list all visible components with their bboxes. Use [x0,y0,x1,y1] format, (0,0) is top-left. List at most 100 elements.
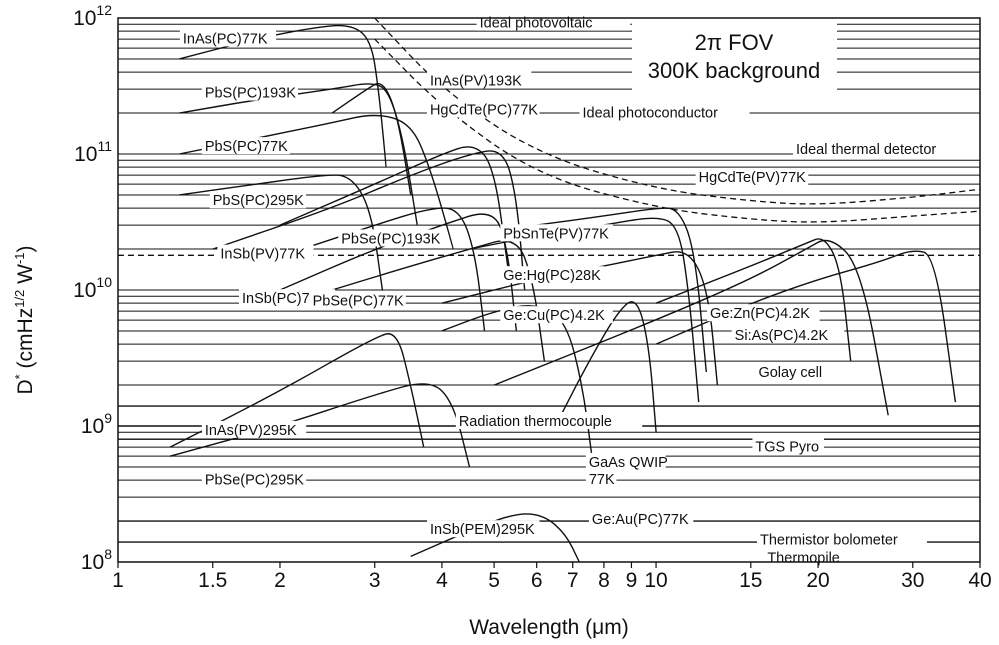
svg-text:Si:As(PC)4.2K: Si:As(PC)4.2K [735,328,829,344]
curve-gaas-qwip-77k [554,301,657,433]
x-tick-label: 5 [488,569,500,592]
svg-text:InSb(PC)77K: InSb(PC)77K [242,291,328,307]
label-ge-cu-pc-4-2k: Ge:Cu(PC)4.2K [500,306,613,324]
svg-text:Thermistor bolometer: Thermistor bolometer [760,532,898,548]
curve-hgcdte-pc-77k [279,146,509,267]
svg-text:PbS(PC)193K: PbS(PC)193K [205,86,296,102]
svg-text:PbSnTe(PV)77K: PbSnTe(PV)77K [503,226,609,242]
x-tick-label: 8 [598,569,610,592]
svg-text:GaAs QWIP: GaAs QWIP [589,455,668,471]
curve-pbse-pc-193k [301,207,486,332]
label-pbs-pc-193k: PbS(PC)193K [201,83,299,102]
curve-pbs-pc-193k [179,83,418,226]
svg-text:Golay cell: Golay cell [758,365,822,381]
y-tick-label: 1012 [73,2,112,30]
curve-inas-pv-295k [169,333,425,448]
svg-text:PbS(PC)77K: PbS(PC)77K [205,139,288,155]
svg-text:InSb(PEM)295K: InSb(PEM)295K [430,522,535,538]
fov-line2: 300K background [648,58,820,83]
x-tick-label: 40 [968,569,991,592]
svg-text:77K: 77K [589,472,615,488]
svg-text:InAs(PV)193K: InAs(PV)193K [430,73,522,89]
x-tick-label: 15 [739,569,762,592]
label-radiation-thermocouple: Radiation thermocouple [455,412,643,430]
svg-text:Ideal photoconductor: Ideal photoconductor [583,106,719,122]
label-hgcdte-pc-77k: HgCdTe(PC)77K [426,100,540,119]
curve-inas-pc-77k [179,24,387,168]
svg-text:HgCdTe(PC)77K: HgCdTe(PC)77K [430,103,538,119]
label-ge-au-pc-77k: Ge:Au(PC)77K [588,510,694,528]
curve-ge-hg-pc-28k [441,251,719,386]
label-pbse-pc-77k: PbSe(PC)77K [309,291,406,309]
label-insb-pem-295k: InSb(PEM)295K [426,520,540,538]
label-insb-pv-77k: InSb(PV)77K [217,244,314,263]
curve-inas-pv-193k [331,82,412,196]
svg-text:Ge:Au(PC)77K: Ge:Au(PC)77K [592,512,689,528]
label-ge-hg-pc-28k: Ge:Hg(PC)28K [500,266,605,284]
svg-text:Thermopile: Thermopile [767,551,840,567]
y-axis-ticks: 108 109 1010 1011 1012 [73,2,112,574]
x-tick-label: 9 [626,569,638,592]
y-axis-label: D* (cmHz1/2 W-1) [12,245,37,394]
label-golay-cell: Golay cell [755,362,844,381]
svg-text:Ge:Zn(PC)4.2K: Ge:Zn(PC)4.2K [710,306,810,322]
plot-border [117,17,981,563]
curve-ge-cu-pc-4-2k [493,239,889,416]
label-pbs-pc-77k: PbS(PC)77K [201,137,290,155]
label-ge-zn-pc-4-2k: Ge:Zn(PC)4.2K [707,304,820,322]
svg-text:HgCdTe(PV)77K: HgCdTe(PV)77K [699,170,807,186]
label-thermistor-bolometer: Thermistor bolometer [756,530,927,548]
svg-text:InAs(PV)295K: InAs(PV)295K [205,423,297,439]
x-tick-label: 30 [901,569,924,592]
series-labels: InAs(PC)77K PbS(PC)193K InAs(PV)193K PbS(PC… [179,13,980,567]
x-tick-label: 1.5 [198,569,227,592]
curve-pbs-pc-77k [179,114,455,250]
label-hgcdte-pv-77k: HgCdTe(PV)77K [695,168,809,186]
plot-frame [117,17,981,563]
curve-ge-au-pc-77k [441,305,593,457]
x-tick-label: 6 [531,569,543,592]
label-thermopile: Thermopile [764,548,853,567]
x-axis-label: Wavelength (μm) [469,616,629,639]
x-axis-ticks: 1 1.5 2 3 4 5 6 7 8 9 10 15 20 30 40 [112,562,992,592]
svg-text:Ideal photovoltaic: Ideal photovoltaic [480,16,593,32]
label-pbse-pc-193k: PbSe(PC)193K [338,229,443,247]
svg-text:PbSe(PC)193K: PbSe(PC)193K [341,231,440,247]
label-pbs-pc-295k: PbS(PC)295K [209,191,306,209]
fov-line1: 2π FOV [695,30,774,55]
y-tick-label: 1011 [74,138,112,166]
label-pbsnte-pv-77k: PbSnTe(PV)77K [500,224,613,242]
y-tick-label: 109 [81,410,112,438]
curve-insb-pv-77k [212,150,526,291]
label-ideal-thermal-detector: Ideal thermal detector [792,140,980,158]
svg-text:PbS(PC)295K: PbS(PC)295K [213,193,304,209]
label-inas-pc-77k: InAs(PC)77K [179,29,277,47]
svg-text:PbSe(PC)77K: PbSe(PC)77K [313,293,404,309]
label-inas-pv-193k: InAs(PV)193K [426,71,532,89]
svg-text:Ge:Hg(PC)28K: Ge:Hg(PC)28K [503,268,601,284]
svg-text:TGS Pyro: TGS Pyro [755,439,819,455]
curve-si-as-pc-4-2k [655,238,852,362]
label-inas-pv-295k: InAs(PV)295K [201,420,307,439]
label-tgs-pyro: TGS Pyro [752,437,825,455]
x-tick-label: 3 [369,569,381,592]
x-tick-label: 1 [112,569,124,592]
curve-insb-pc-77k [279,213,518,332]
fov-annotation-box: 2π FOV 300K background [632,22,837,90]
svg-text:PbSe(PC)295K: PbSe(PC)295K [205,473,304,489]
curve-insb-pem-295k [410,513,580,563]
x-tick-label: 10 [644,569,667,592]
curve-pbse-pc-295k [169,383,471,468]
svg-text:InSb(PV)77K: InSb(PV)77K [220,247,305,263]
x-tick-label: 4 [436,569,448,592]
svg-text:Radiation thermocouple: Radiation thermocouple [459,414,612,430]
label-ideal-photoconductor: Ideal photoconductor [579,103,750,122]
label-si-as-pc-4-2k: Si:As(PC)4.2K [731,325,845,344]
y-tick-label: 108 [81,546,112,574]
y-tick-label: 1010 [73,274,112,302]
svg-text:Ideal thermal detector: Ideal thermal detector [796,142,936,158]
x-tick-label: 2 [274,569,286,592]
label-ideal-photovoltaic: Ideal photovoltaic [476,13,631,32]
x-tick-label: 20 [806,569,829,592]
